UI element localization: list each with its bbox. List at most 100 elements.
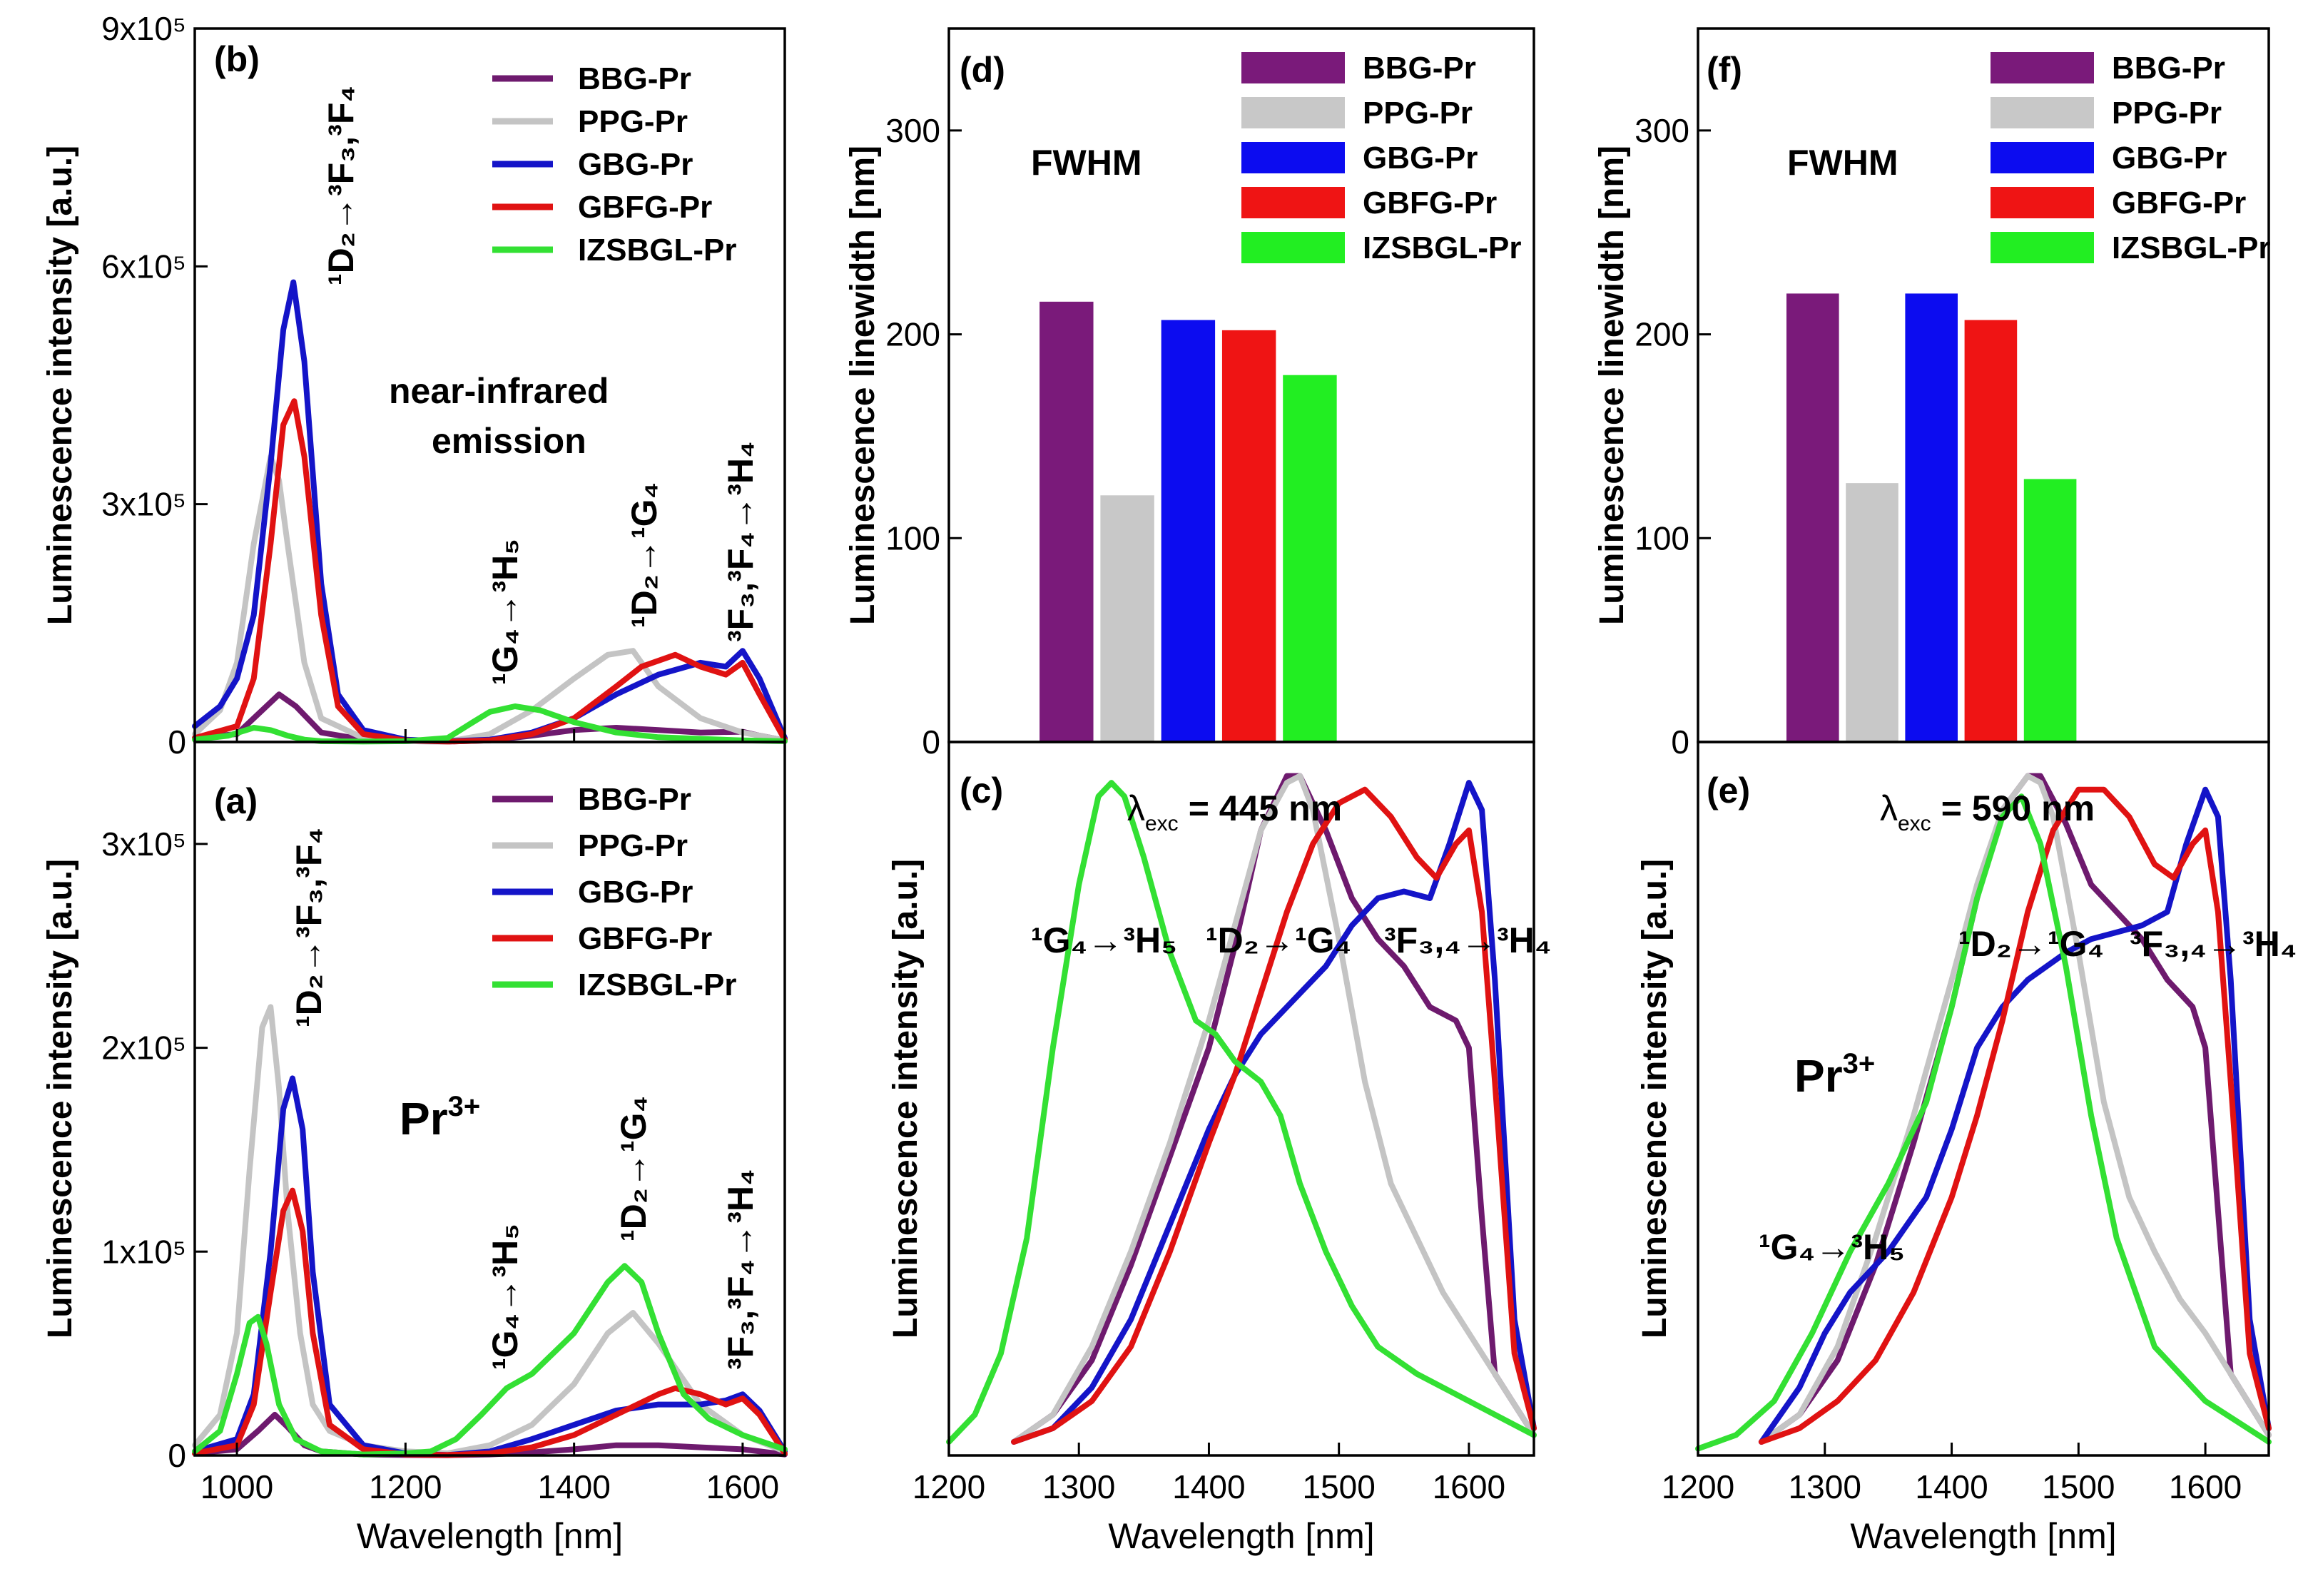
series-b-IZSBGL-Pr: [192, 703, 788, 745]
x-tick-label-a-1200: 1200: [369, 1468, 442, 1505]
series-e-BBG-Pr: [1758, 773, 2272, 1445]
legend-label-b-GBG-Pr: GBG-Pr: [578, 147, 693, 182]
x-tick-label-c-1200: 1200: [912, 1468, 985, 1505]
y-axis-title-c: Luminescence intensity [a.u.]: [887, 859, 925, 1338]
bar-f-GBG-Pr: [1905, 293, 1958, 742]
legend-label-f-GBFG-Pr: GBFG-Pr: [2112, 185, 2246, 220]
legend-label-a-BBG-Pr: BBG-Pr: [578, 782, 691, 817]
panel-b-transition-3f34-3h4: ³F₃,³F₄→³H₄: [721, 441, 761, 642]
series-c-GBFG-Pr: [1011, 786, 1537, 1445]
series-c-PPG-Pr: [1011, 773, 1537, 1445]
panel-c: 1200 1300 1400 1500 1600 Wavelength [nm] Lumin…: [887, 741, 1537, 1556]
legend-label-a-IZSBGL-Pr: IZSBGL-Pr: [578, 967, 736, 1002]
legend-label-d-BBG-Pr: BBG-Pr: [1363, 51, 1476, 86]
x-tick-label-c-1400: 1400: [1172, 1468, 1245, 1505]
series-e-PPG-Pr: [1758, 773, 2272, 1445]
y-axis-title-f: Luminescence linewidth [nm]: [1593, 146, 1631, 625]
y-tick-label-b-3: 9x10⁵: [101, 10, 186, 47]
legend-label-a-PPG-Pr: PPG-Pr: [578, 828, 688, 863]
legend-label-d-GBFG-Pr: GBFG-Pr: [1363, 185, 1497, 220]
y-tick-label-f-100: 100: [1635, 519, 1689, 556]
legend-swatch-d-GBG-Pr: [1241, 142, 1345, 173]
legend-label-d-PPG-Pr: PPG-Pr: [1363, 96, 1473, 131]
y-tick-label-b-0: 0: [168, 723, 186, 761]
y-tick-label-a-1: 1x10⁵: [101, 1233, 186, 1270]
bar-d-IZSBGL-Pr: [1283, 375, 1337, 742]
legend-swatch-f-GBFG-Pr: [1991, 187, 2094, 218]
bar-d-GBFG-Pr: [1221, 330, 1276, 742]
legend-label-a-GBFG-Pr: GBFG-Pr: [578, 921, 712, 956]
bar-f-GBFG-Pr: [1964, 320, 2018, 743]
y-axis-title-e: Luminescence intensity [a.u.]: [1636, 859, 1674, 1338]
legend-swatch-d-GBFG-Pr: [1241, 187, 1345, 218]
legend-swatch-f-GBG-Pr: [1991, 142, 2094, 173]
x-tick-label-c-1300: 1300: [1042, 1468, 1115, 1505]
panel-b-nir-line1: near-infrared: [389, 371, 609, 411]
panel-c-transition-1g4-3h5: ¹G₄→³H₅: [1031, 920, 1177, 960]
panel-e-transition-1g4-3h5: ¹G₄→³H₅: [1759, 1227, 1905, 1267]
x-axis-title-a: Wavelength [nm]: [357, 1516, 623, 1556]
panel-b-label: (b): [214, 39, 260, 79]
panel-b-nir-line2: emission: [432, 421, 586, 461]
series-c-GBG-Pr: [1011, 780, 1537, 1445]
series-e-IZSBGL-Pr: [1695, 793, 2272, 1452]
y-tick-label-d-100: 100: [885, 519, 940, 556]
y-axis-title-b: Luminescence intensity [a.u.]: [41, 146, 79, 625]
legend-label-b-BBG-Pr: BBG-Pr: [578, 61, 691, 96]
panel-e-transition-1d2-1g4: ¹D₂→¹G₄: [1958, 924, 2104, 964]
bar-f-BBG-Pr: [1786, 293, 1839, 742]
x-axis-title-c: Wavelength [nm]: [1108, 1516, 1374, 1556]
plot-frame: [193, 741, 786, 1457]
legend-swatch-d-BBG-Pr: [1241, 52, 1345, 83]
panel-e-pr-label: Pr3+: [1794, 1048, 1875, 1102]
y-tick-label-b-2: 6x10⁵: [101, 248, 186, 285]
panel-a-transition-1g4-3h5: ¹G₄→³H₅: [485, 1224, 525, 1370]
panel-e: 1200 1300 1400 1500 1600 Wavelength [nm] Lumin…: [1636, 741, 2272, 1556]
legend-label-b-GBFG-Pr: GBFG-Pr: [578, 190, 712, 225]
panel-a-transition-1d2-1g4: ¹D₂→¹G₄: [614, 1096, 654, 1241]
series-a-IZSBGL-Pr: [192, 1263, 788, 1458]
panel-f-fwhm-label: FWHM: [1787, 143, 1898, 183]
legend-swatch-f-IZSBGL-Pr: [1991, 232, 2094, 263]
panel-f-label: (f): [1707, 50, 1742, 90]
panel-a-pr-label: Pr3+: [400, 1091, 480, 1144]
y-tick-label-a-3: 3x10⁵: [101, 825, 186, 863]
legend-swatch-d-IZSBGL-Pr: [1241, 232, 1345, 263]
x-tick-label-e-1600: 1600: [2169, 1468, 2242, 1505]
panel-a-transition-3f34-3h4: ³F₃,³F₄→³H₄: [721, 1169, 761, 1370]
x-axis-title-e: Wavelength [nm]: [1850, 1516, 2116, 1556]
y-tick-label-b-1: 3x10⁵: [101, 486, 186, 523]
panel-d-fwhm-label: FWHM: [1031, 143, 1142, 183]
legend-label-f-PPG-Pr: PPG-Pr: [2112, 96, 2222, 131]
panel-c-transition-1d2-1g4: ¹D₂→¹G₄: [1206, 920, 1351, 960]
y-tick-label-f-300: 300: [1635, 112, 1689, 149]
legend-label-f-GBG-Pr: GBG-Pr: [2112, 141, 2227, 176]
panel-b: 0 3x10⁵ 6x10⁵ 9x10⁵ Luminescence intensity […: [41, 10, 788, 761]
legend-label-d-GBG-Pr: GBG-Pr: [1363, 141, 1478, 176]
bar-d-PPG-Pr: [1100, 495, 1154, 742]
y-tick-label-a-0: 0: [168, 1437, 186, 1474]
panel-c-lambda-label: λexc = 445 nm: [1127, 788, 1342, 835]
panel-e-lambda-label: λexc = 590 nm: [1880, 788, 2095, 835]
x-tick-label-a-1600: 1600: [706, 1468, 779, 1505]
y-tick-label-d-300: 300: [885, 112, 940, 149]
x-tick-label-e-1300: 1300: [1789, 1468, 1861, 1505]
legend-swatch-f-PPG-Pr: [1991, 97, 2094, 128]
panel-e-label: (e): [1707, 771, 1750, 810]
annotations-layer: near-infrared emission ¹D₂→³F₃,³F₄ ¹G₄→³…: [289, 86, 2297, 1370]
x-tick-label-e-1400: 1400: [1915, 1468, 1988, 1505]
panel-a: 0 1x10⁵ 2x10⁵ 3x10⁵ 1000 1200 1400 1600 Waveleng…: [41, 741, 788, 1556]
x-tick-label-e-1500: 1500: [2042, 1468, 2115, 1505]
y-tick-label-f-0: 0: [1671, 723, 1689, 761]
legend-label-d-IZSBGL-Pr: IZSBGL-Pr: [1363, 230, 1521, 265]
legend-label-a-GBG-Pr: GBG-Pr: [578, 875, 693, 910]
legend-swatch-f-BBG-Pr: [1991, 52, 2094, 83]
y-axis-title-a: Luminescence intensity [a.u.]: [41, 859, 79, 1338]
legend-label-f-BBG-Pr: BBG-Pr: [2112, 51, 2225, 86]
series-c-IZSBGL-Pr: [946, 780, 1537, 1445]
panel-a-transition-1d2-3f34: ¹D₂→³F₃,³F₄: [289, 828, 329, 1027]
bar-d-GBG-Pr: [1161, 320, 1216, 743]
y-tick-label-d-200: 200: [885, 316, 940, 353]
